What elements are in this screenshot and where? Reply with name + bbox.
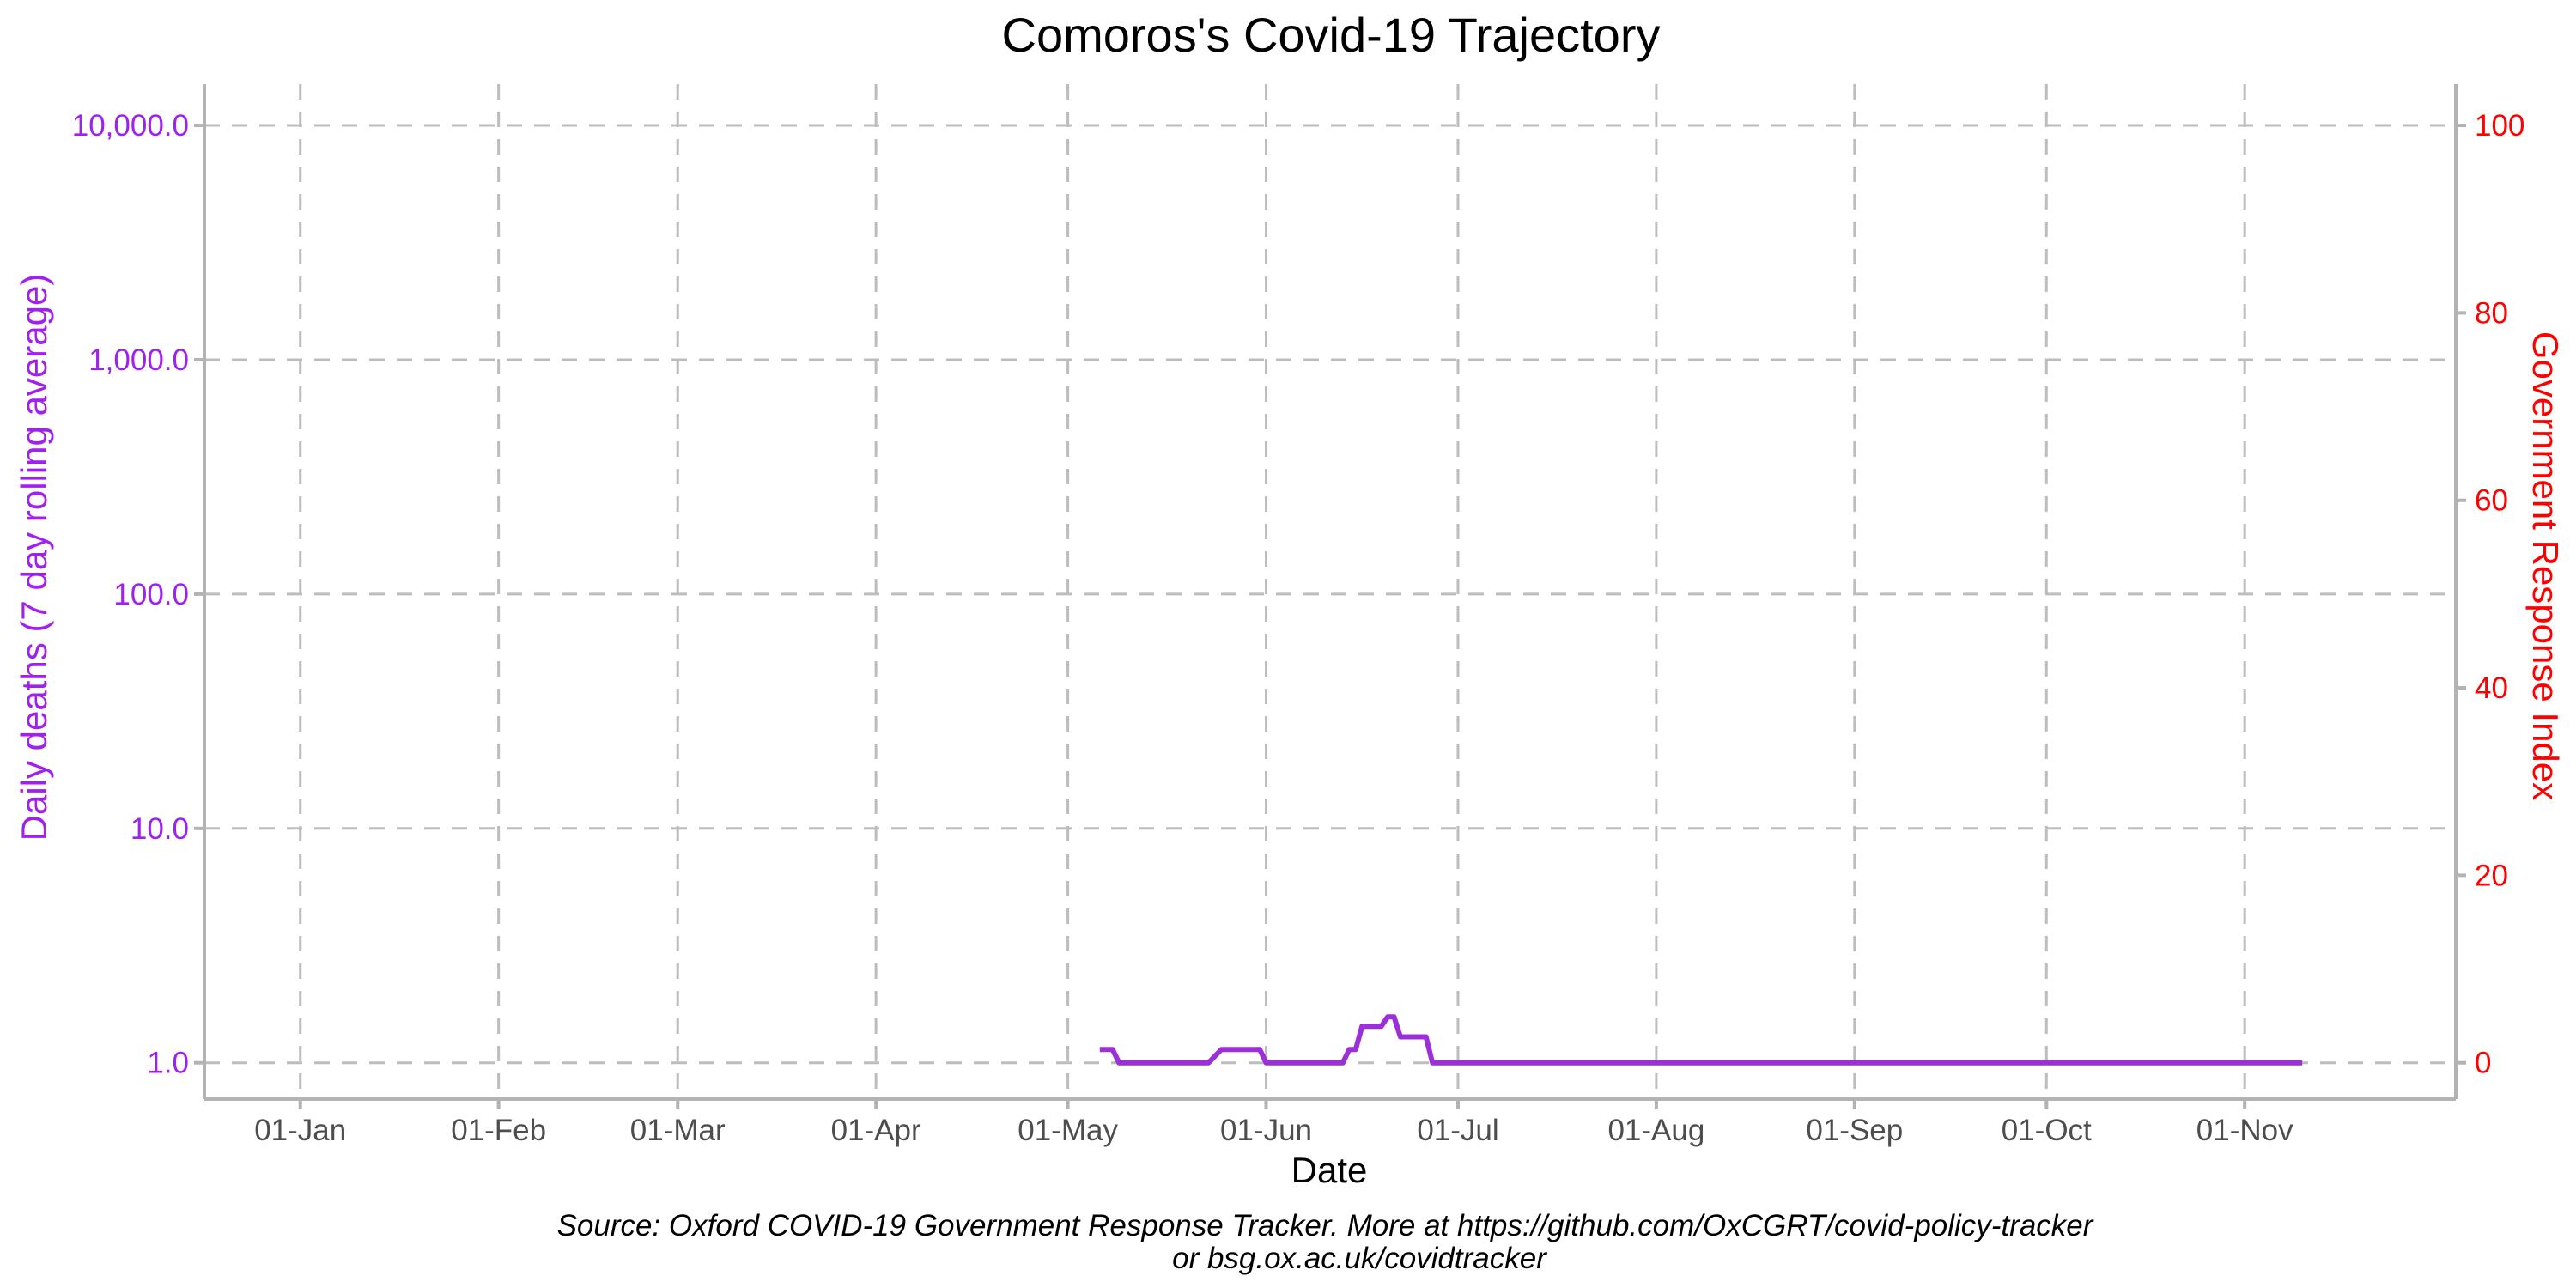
axes — [194, 84, 2466, 1109]
y-right-tick-label: 0 — [2475, 1047, 2491, 1080]
x-tick-label: 01-Oct — [2002, 1114, 2092, 1147]
caption-line-1: Source: Oxford COVID-19 Government Respo… — [557, 1209, 2094, 1242]
x-tick-label: 01-Jul — [1417, 1114, 1498, 1147]
series-layer — [1099, 1014, 2303, 1066]
x-tick-label: 01-Nov — [2196, 1114, 2293, 1147]
y-axis-right-label: Government Response Index — [2525, 331, 2566, 800]
x-tick-label: 01-Apr — [831, 1114, 921, 1147]
y-right-tick-label: 100 — [2475, 109, 2524, 143]
tick-labels: 1.0 10.0 100.0 1,000.0 10,000.0 01-Jan 01-Feb 0… — [72, 109, 2525, 1147]
x-tick-label: 01-Jan — [254, 1114, 346, 1147]
x-axis-label: Date — [1291, 1150, 1368, 1190]
x-tick-label: 01-Jun — [1220, 1114, 1312, 1147]
y-axis-left-label: Daily deaths (7 day rolling average) — [14, 274, 54, 841]
x-tick-label: 01-Feb — [451, 1114, 546, 1147]
y-left-tick-label: 10,000.0 — [72, 109, 189, 143]
y-right-tick-label: 20 — [2475, 859, 2508, 892]
y-right-tick-label: 80 — [2475, 296, 2508, 330]
y-left-tick-label: 100.0 — [113, 578, 189, 611]
deaths-series-line — [1099, 1014, 2303, 1066]
y-right-tick-label: 60 — [2475, 484, 2508, 518]
caption-line-2: or bsg.ox.ac.uk/covidtracker — [1172, 1242, 1547, 1275]
x-tick-label: 01-Sep — [1806, 1114, 1903, 1147]
y-right-tick-label: 40 — [2475, 671, 2508, 705]
grid-lines — [204, 84, 2456, 1099]
x-tick-label: 01-Aug — [1607, 1114, 1704, 1147]
y-left-tick-label: 1,000.0 — [88, 343, 189, 377]
x-tick-label: 01-May — [1018, 1114, 1118, 1147]
chart-title: Comoros's Covid-19 Trajectory — [1002, 8, 1661, 62]
x-tick-label: 01-Mar — [630, 1114, 726, 1147]
y-left-tick-label: 10.0 — [131, 812, 189, 846]
y-left-tick-label: 1.0 — [147, 1047, 189, 1080]
